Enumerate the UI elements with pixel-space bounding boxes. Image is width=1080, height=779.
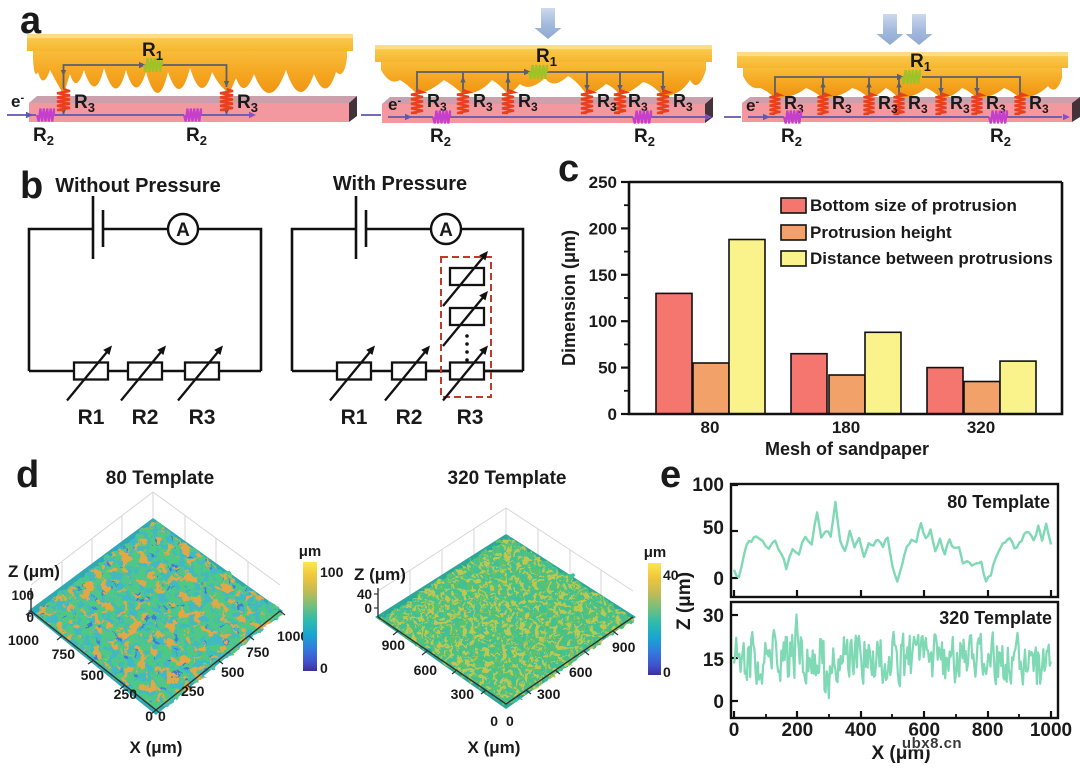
svg-text:100: 100 <box>589 312 617 331</box>
svg-text:200: 200 <box>782 720 814 741</box>
svg-text:250: 250 <box>181 683 205 699</box>
svg-text:0: 0 <box>729 720 740 741</box>
svg-text:320 Template: 320 Template <box>448 468 567 489</box>
svg-text:R3: R3 <box>457 406 484 429</box>
svg-text:μm: μm <box>644 544 667 561</box>
svg-text:X (μm): X (μm) <box>130 738 183 757</box>
svg-text:b: b <box>20 165 43 207</box>
svg-text:100: 100 <box>692 475 724 496</box>
svg-text:A: A <box>439 220 453 241</box>
svg-text:250: 250 <box>589 173 617 192</box>
svg-text:15: 15 <box>703 650 725 671</box>
svg-text:0: 0 <box>506 713 514 729</box>
svg-text:ubx8.cn: ubx8.cn <box>902 735 962 752</box>
svg-text:250: 250 <box>114 686 138 702</box>
svg-text:Protrusion height: Protrusion height <box>810 223 952 242</box>
svg-text:200: 200 <box>589 219 617 238</box>
svg-text:600: 600 <box>569 664 593 680</box>
svg-text:800: 800 <box>972 720 1004 741</box>
svg-text:40: 40 <box>357 587 372 602</box>
svg-text:320 Template: 320 Template <box>939 608 1052 628</box>
svg-text:0: 0 <box>320 660 328 676</box>
svg-text:A: A <box>176 220 190 241</box>
svg-text:80: 80 <box>701 418 720 437</box>
svg-text:Bottom size of protrusion: Bottom size of protrusion <box>810 196 1017 215</box>
svg-text:Z (μm): Z (μm) <box>8 562 60 581</box>
svg-text:With Pressure: With Pressure <box>333 173 467 195</box>
svg-text:50: 50 <box>598 359 617 378</box>
svg-text:X (μm): X (μm) <box>871 743 930 764</box>
svg-text:750: 750 <box>52 646 76 662</box>
svg-text:R1: R1 <box>341 406 368 429</box>
svg-text:1000: 1000 <box>8 632 39 648</box>
svg-text:d: d <box>16 454 39 496</box>
svg-text:a: a <box>20 0 42 42</box>
svg-text:300: 300 <box>537 686 561 702</box>
svg-text:900: 900 <box>612 639 636 655</box>
svg-text:R3: R3 <box>189 406 216 429</box>
svg-text:50: 50 <box>703 518 724 539</box>
svg-text:80 Template: 80 Template <box>106 468 214 489</box>
svg-text:150: 150 <box>589 266 617 285</box>
svg-text:100: 100 <box>320 564 344 580</box>
svg-text:R1: R1 <box>78 406 105 429</box>
svg-text:600: 600 <box>908 720 940 741</box>
svg-text:X (μm): X (μm) <box>468 738 521 757</box>
svg-text:0: 0 <box>145 708 153 724</box>
svg-text:0: 0 <box>663 664 671 680</box>
svg-text:Mesh of sandpaper: Mesh of sandpaper <box>765 439 929 459</box>
svg-text:0: 0 <box>713 569 724 590</box>
svg-text:Distance between protrusions: Distance between protrusions <box>810 249 1053 268</box>
svg-text:Without Pressure: Without Pressure <box>55 175 220 197</box>
svg-text:500: 500 <box>221 664 245 680</box>
svg-text:0: 0 <box>26 610 34 625</box>
svg-text:R2: R2 <box>396 406 423 429</box>
svg-text:Z (μm): Z (μm) <box>354 565 406 584</box>
svg-text:900: 900 <box>382 637 406 653</box>
svg-text:c: c <box>558 148 579 190</box>
svg-text:μm: μm <box>299 543 322 560</box>
svg-text:30: 30 <box>703 606 724 627</box>
svg-text:0: 0 <box>608 405 617 424</box>
svg-text:320: 320 <box>967 418 995 437</box>
svg-text:1000: 1000 <box>1030 720 1072 741</box>
svg-text:400: 400 <box>845 720 877 741</box>
svg-text:0: 0 <box>490 713 498 729</box>
svg-text:100: 100 <box>11 588 34 603</box>
svg-text:750: 750 <box>246 644 270 660</box>
svg-text:Z (μm): Z (μm) <box>674 572 695 630</box>
svg-text:600: 600 <box>414 662 438 678</box>
svg-text:80 Template: 80 Template <box>947 492 1050 512</box>
svg-text:0: 0 <box>158 708 166 724</box>
svg-text:40: 40 <box>663 567 679 583</box>
svg-text:e: e <box>660 454 681 496</box>
svg-text:0: 0 <box>713 692 724 713</box>
svg-text:Dimension (μm): Dimension (μm) <box>559 230 579 366</box>
svg-text:180: 180 <box>832 418 860 437</box>
svg-text:500: 500 <box>81 667 105 683</box>
svg-text:300: 300 <box>451 686 475 702</box>
svg-text:R2: R2 <box>132 406 159 429</box>
svg-text:1000: 1000 <box>277 628 308 644</box>
svg-text:0: 0 <box>364 601 372 616</box>
